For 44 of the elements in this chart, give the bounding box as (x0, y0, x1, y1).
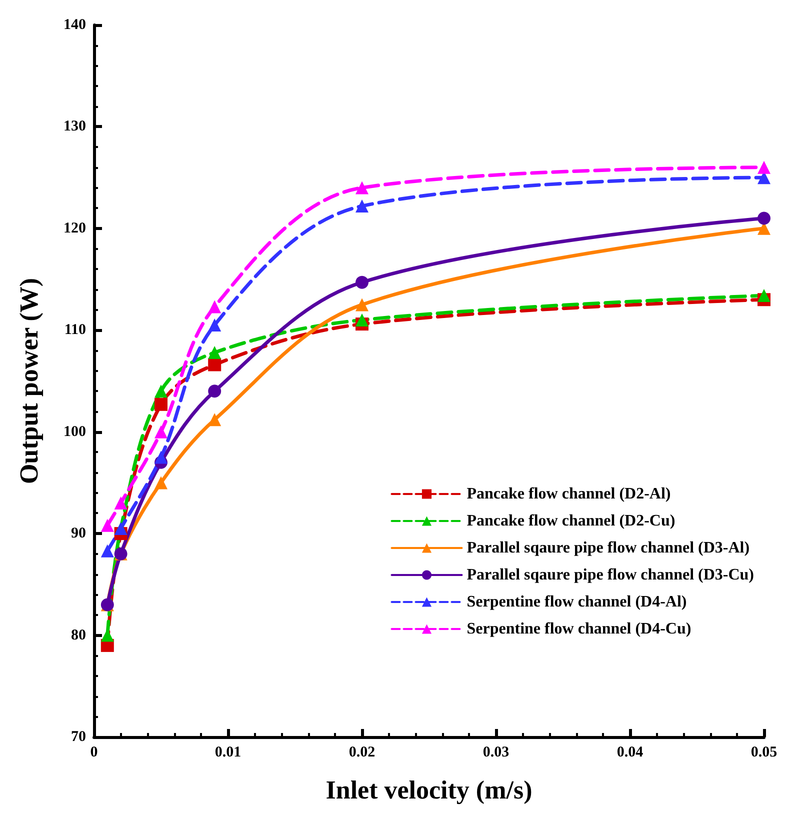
x-tick-label: 0.03 (482, 744, 510, 760)
point (154, 398, 168, 411)
point (758, 289, 770, 302)
point (356, 276, 368, 289)
point (208, 358, 222, 372)
y-tick-label: 120 (64, 220, 86, 236)
legend-label: Parallel sqaure pipe flow channel (D3-Al) (466, 540, 750, 556)
legend-label: Serpentine flow channel (D4-Al) (466, 594, 687, 610)
point (356, 313, 368, 326)
y-tick-label: 140 (64, 17, 86, 33)
point (100, 544, 114, 558)
x-tick-label: 0.02 (348, 744, 376, 760)
y-tick-label: 130 (64, 118, 86, 135)
y-tick-label: 100 (64, 424, 86, 440)
y-tick-label: 90 (71, 526, 86, 542)
point (208, 318, 222, 332)
point (208, 300, 222, 314)
point (154, 476, 168, 490)
legend-label: Parallel sqaure pipe flow channel (D3-Cu) (466, 566, 754, 584)
y-axis-title: Output power (W) (14, 278, 44, 484)
point (356, 181, 368, 194)
legend-label: Pancake flow channel (D2-Al) (466, 486, 671, 502)
point (758, 212, 770, 225)
x-tick-label: 0.05 (750, 744, 778, 760)
y-tick-label: 110 (64, 322, 86, 338)
point (356, 200, 368, 213)
point (208, 384, 222, 398)
x-tick-label: 0 (90, 744, 98, 760)
point (154, 425, 168, 438)
point (114, 496, 128, 510)
legend-label: Serpentine flow channel (D4-Cu) (466, 620, 692, 638)
point (100, 518, 114, 532)
legend-label: Pancake flow channel (D2-Cu) (466, 512, 676, 530)
y-tick-label: 70 (71, 729, 86, 745)
point (208, 346, 222, 360)
point (154, 384, 168, 398)
x-tick-label: 0.01 (214, 744, 242, 760)
y-tick-label: 80 (71, 627, 86, 644)
x-axis-title: Inlet velocity (m/s) (326, 776, 532, 804)
x-tick-label: 0.04 (616, 744, 644, 760)
point (758, 160, 770, 174)
point (208, 413, 222, 426)
point (154, 450, 168, 464)
point (356, 298, 368, 312)
